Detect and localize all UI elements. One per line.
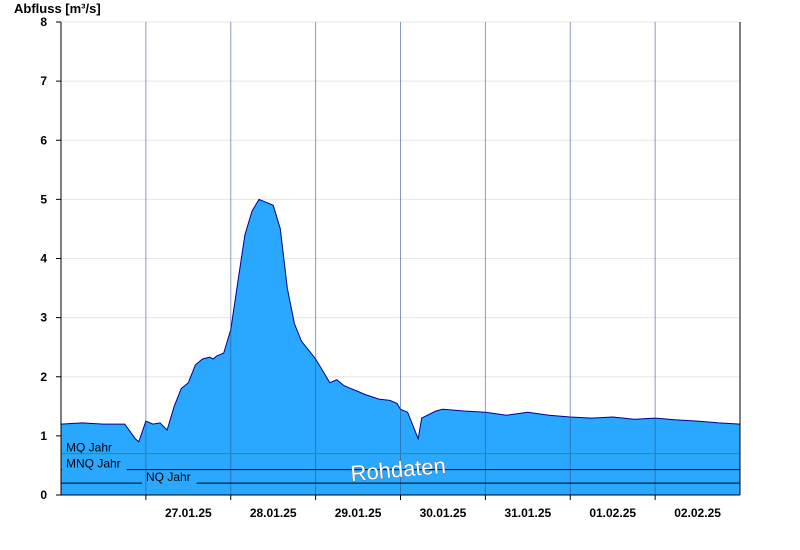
y-tick-label: 7 [40, 74, 47, 88]
reference-lines-layer: MQ Jahr MNQ Jahr NQ Jahr [61, 441, 740, 484]
x-tick-label: 27.01.25 [165, 506, 212, 520]
reference-line-label: MQ Jahr [66, 441, 112, 455]
x-tick-label: 30.01.25 [420, 506, 467, 520]
y-tick-label: 6 [40, 133, 47, 147]
vertical-grid-layer [145, 22, 656, 495]
y-tick-label: 1 [40, 429, 47, 443]
y-tick-label: 8 [40, 15, 47, 29]
reference-line-label: NQ Jahr [146, 470, 191, 484]
axes-layer [56, 21, 741, 500]
y-tick-label: 3 [40, 311, 47, 325]
x-tick-label: 29.01.25 [335, 506, 382, 520]
discharge-line [60, 198, 741, 443]
x-tick-label: 02.02.25 [674, 506, 721, 520]
y-tick-label: 4 [40, 252, 47, 266]
y-tick-label: 0 [40, 488, 47, 502]
x-tick-label: 01.02.25 [589, 506, 636, 520]
y-axis-label: Abfluss [m³/s] [14, 1, 101, 16]
reference-line-label: MNQ Jahr [66, 457, 121, 471]
x-tick-label: 28.01.25 [250, 506, 297, 520]
x-tick-label: 31.01.25 [504, 506, 551, 520]
y-tick-label: 5 [40, 192, 47, 206]
y-tick-label: 2 [40, 370, 47, 384]
tick-labels-layer: 0 1 2 3 4 5 6 7 8 27.01.25 28.01.25 29.01.25 30.01.2… [40, 15, 721, 520]
